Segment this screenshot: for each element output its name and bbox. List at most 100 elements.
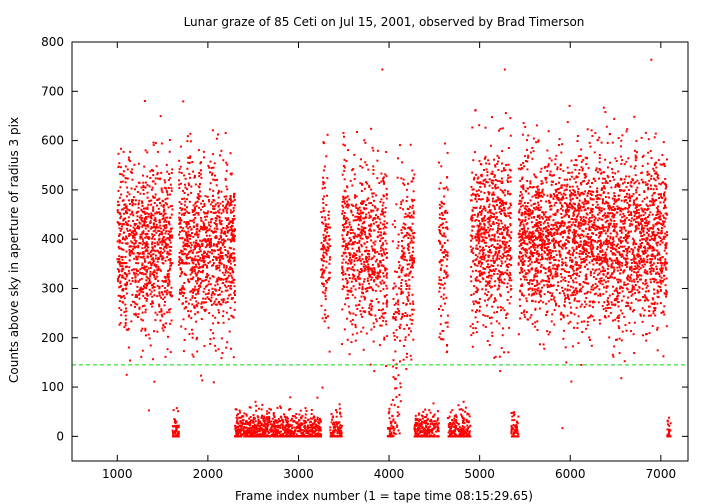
data-point-seg0: [132, 248, 135, 251]
data-point-seg5: [340, 432, 343, 435]
data-point-seg2: [229, 254, 232, 257]
data-point-seg6: [367, 263, 370, 266]
data-point-seg2: [211, 264, 214, 267]
data-point-seg2: [180, 209, 183, 212]
data-point-seg11: [445, 296, 448, 299]
data-point-seg6: [365, 266, 368, 269]
data-point-seg3: [302, 435, 305, 438]
data-point-seg2: [220, 357, 223, 360]
data-point-seg0: [122, 288, 125, 290]
data-point-seg0: [167, 253, 170, 256]
data-point-seg6: [368, 282, 371, 285]
data-point-seg3: [268, 415, 271, 418]
data-point-seg1: [175, 434, 178, 437]
data-point-seg2: [233, 193, 236, 196]
data-point-seg2: [230, 281, 233, 284]
data-point-seg0: [161, 199, 164, 202]
data-point-seg9: [411, 254, 414, 257]
data-point-seg11: [442, 251, 445, 254]
data-point-seg3: [258, 422, 261, 424]
data-point-seg6: [363, 295, 366, 298]
data-point-seg5: [331, 423, 334, 426]
data-point-seg10: [418, 424, 421, 427]
data-point-seg0: [156, 212, 159, 215]
data-point-seg6: [379, 249, 382, 252]
data-point-seg3: [279, 426, 282, 429]
data-point-seg0: [165, 230, 168, 233]
data-point-seg10: [419, 422, 421, 425]
data-point-seg0: [139, 278, 142, 281]
data-point-seg0: [147, 237, 150, 240]
data-point-seg0: [150, 262, 153, 265]
data-point-seg2: [212, 302, 215, 305]
data-point-seg2: [203, 205, 206, 207]
data-point-seg3: [286, 425, 289, 428]
data-point-seg0: [158, 230, 161, 232]
data-point-seg10: [420, 414, 423, 417]
data-point-seg11: [443, 187, 446, 190]
data-point-seg2: [195, 320, 198, 323]
data-point-seg2: [191, 257, 193, 260]
data-point-seg9: [412, 241, 415, 244]
data-point-seg11: [440, 338, 443, 341]
data-point-seg2: [184, 244, 187, 247]
data-point-seg2: [197, 213, 200, 216]
data-point-seg0: [159, 202, 161, 204]
data-point-seg3: [312, 415, 315, 418]
data-point-seg9: [411, 319, 414, 322]
data-point-seg8: [391, 399, 394, 401]
data-point-seg12: [451, 409, 454, 412]
data-point-seg0: [125, 262, 128, 264]
data-point-seg2: [186, 253, 189, 256]
data-point-seg3: [266, 422, 269, 425]
data-point-seg0: [129, 213, 132, 216]
data-point-seg3: [255, 435, 258, 438]
data-point-seg2: [218, 289, 221, 291]
data-point-seg10: [433, 433, 436, 436]
data-point-seg3: [236, 435, 239, 438]
data-point-seg2: [184, 208, 187, 211]
data-point-seg13: [473, 193, 476, 196]
data-point-seg6: [345, 234, 348, 236]
data-point-seg0: [168, 238, 171, 241]
data-point-seg2: [217, 348, 220, 351]
data-point-seg0: [151, 305, 154, 308]
data-point-seg6: [380, 237, 383, 240]
data-point-seg2: [194, 313, 197, 316]
data-point-seg0: [145, 217, 148, 220]
data-point-seg2: [208, 256, 210, 259]
data-point-seg0: [163, 213, 166, 216]
data-point-seg1: [172, 435, 174, 438]
data-point-seg3: [250, 434, 253, 436]
data-point-seg4: [324, 251, 327, 254]
data-point-seg6: [344, 303, 347, 306]
data-point-seg9: [405, 282, 408, 285]
data-point-seg8: [399, 382, 402, 385]
data-point-seg0: [147, 282, 149, 285]
data-point-seg6: [368, 310, 371, 313]
data-point-seg3: [282, 428, 284, 431]
data-point-seg10: [425, 413, 428, 416]
data-point-seg2: [217, 196, 220, 199]
data-point-seg4: [327, 249, 329, 252]
data-point-seg0: [159, 319, 162, 322]
data-point-seg3: [254, 417, 256, 420]
data-point-seg0: [166, 203, 169, 206]
data-point-seg2: [230, 314, 233, 317]
data-point-seg2: [210, 241, 212, 244]
data-point-seg6: [349, 312, 352, 315]
data-point-seg13: [486, 340, 489, 342]
data-point-seg2: [201, 205, 204, 208]
data-point-seg0: [134, 188, 136, 191]
data-point-seg9: [412, 259, 415, 262]
data-point-seg3: [270, 426, 273, 428]
data-point-seg0: [151, 300, 154, 303]
data-point-seg0: [146, 292, 148, 295]
data-point-seg3: [256, 435, 259, 438]
data-point-seg2: [208, 188, 211, 191]
data-point-seg11: [438, 187, 441, 190]
data-point-seg6: [384, 312, 387, 314]
data-point-seg6: [372, 172, 375, 175]
data-point-seg8: [392, 286, 395, 289]
data-point-seg0: [154, 250, 157, 253]
